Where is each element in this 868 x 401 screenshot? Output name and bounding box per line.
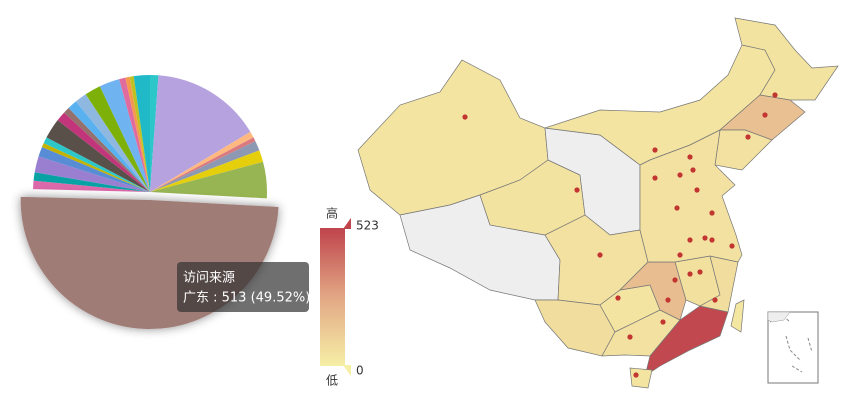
pie-chart: [20, 75, 279, 329]
city-dot: [665, 297, 671, 303]
pie-slice: [150, 150, 264, 192]
city-dot: [694, 187, 700, 193]
city-dot: [712, 297, 718, 303]
pie-slice: [46, 120, 150, 192]
pie-slice: [85, 86, 150, 192]
visual-map-max: 523: [356, 219, 379, 233]
pie-slice: [57, 112, 150, 192]
tooltip-text: 广东 : 513 (49.52%): [183, 291, 310, 306]
city-dot: [574, 187, 580, 193]
city-dot: [690, 167, 696, 173]
pie-slice: [38, 147, 150, 192]
map-chart: [357, 17, 839, 389]
map-region: [639, 129, 743, 263]
tooltip-title: 访问来源: [183, 271, 235, 286]
pie-slice: [64, 108, 150, 192]
visual-map-handle-bottom: [343, 365, 351, 377]
city-dot: [709, 237, 715, 243]
pie-slice: [133, 75, 150, 192]
city-dot: [462, 114, 468, 120]
city-dot: [697, 269, 703, 275]
tooltip-box: [177, 262, 309, 312]
city-dot: [709, 210, 715, 216]
pie-slice: [41, 143, 150, 192]
inset-frame: [767, 311, 819, 384]
pie-slice: [34, 156, 150, 192]
city-dot: [627, 334, 633, 340]
city-dot: [672, 277, 678, 283]
city-dot: [615, 295, 621, 301]
city-dot: [772, 92, 778, 98]
city-dot: [677, 252, 683, 258]
visual-map-min: 0: [356, 364, 364, 378]
city-dot: [762, 112, 768, 118]
visual-map-high: 高: [326, 206, 338, 221]
pie-slice: [119, 77, 150, 192]
visual-map-handle-top: [343, 217, 351, 229]
visual-map-bar: [320, 228, 345, 366]
city-dot: [687, 154, 693, 160]
city-dot: [597, 252, 603, 258]
pie-slice: [33, 172, 150, 192]
city-dot: [677, 172, 683, 178]
city-dot: [745, 134, 751, 140]
pie-slice: [150, 131, 254, 192]
pie-slice: [125, 76, 150, 192]
city-dot: [702, 235, 708, 241]
city-dot: [687, 271, 693, 277]
map-region: [730, 299, 745, 333]
pie-slice: [129, 76, 150, 192]
city-dot: [674, 205, 680, 211]
pie-slice: [75, 94, 150, 192]
pie-slice: [150, 141, 260, 192]
city-dot: [652, 175, 658, 181]
pie-slice: [33, 180, 151, 192]
city-dot: [633, 372, 639, 378]
pie-slice: [150, 161, 267, 199]
map-region: [629, 367, 653, 389]
city-dot: [729, 243, 735, 249]
visual-map: 高低 523 0: [320, 206, 379, 388]
visual-map-low: 低: [326, 374, 338, 388]
city-dot: [652, 147, 658, 153]
inset-coast: [769, 314, 813, 373]
map-region: [734, 17, 839, 101]
pie-slice: [99, 79, 150, 192]
inset-land: [767, 311, 791, 323]
city-dot: [660, 319, 666, 325]
pie-slice: [150, 137, 256, 192]
pie-slice: [43, 137, 150, 192]
city-dot: [687, 237, 693, 243]
pie-slice: [68, 101, 150, 192]
pie-slice: [150, 75, 159, 192]
pie-slice: [150, 75, 251, 192]
